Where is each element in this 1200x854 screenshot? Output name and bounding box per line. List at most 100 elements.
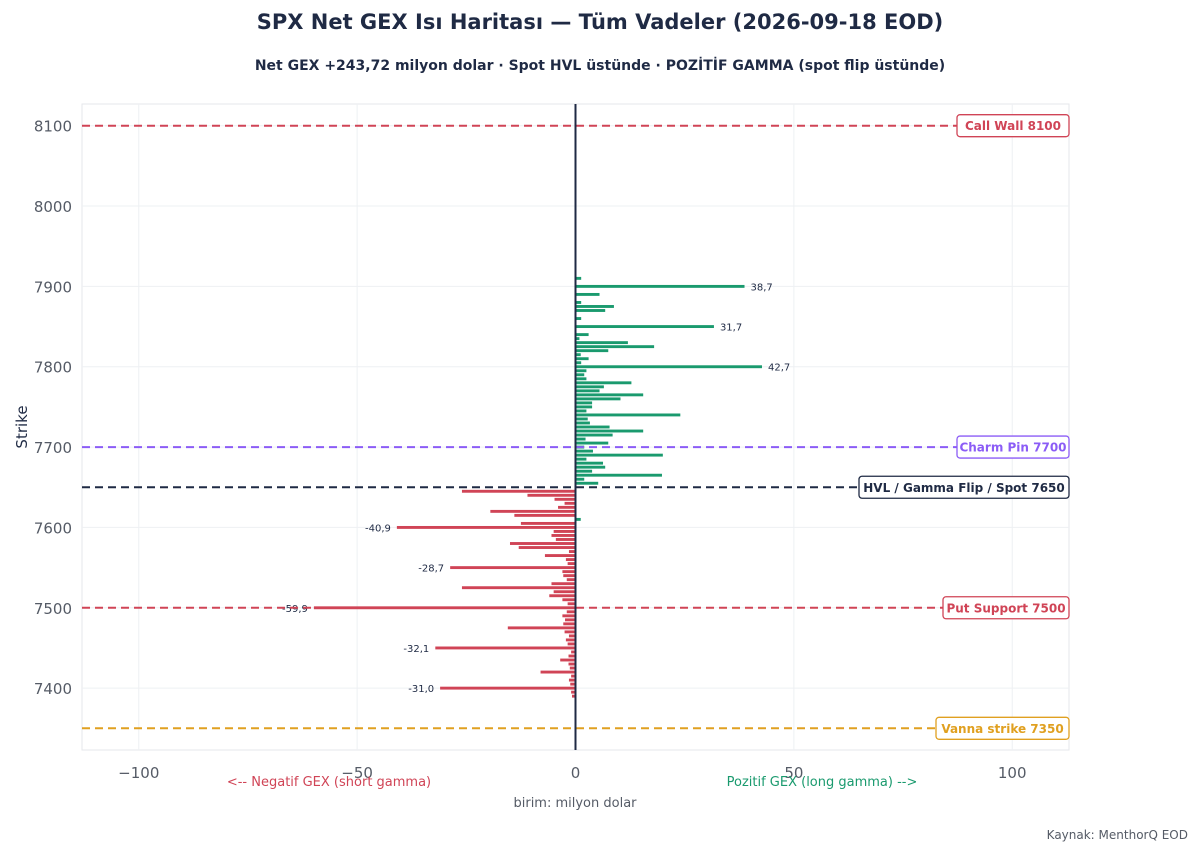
level-badge <box>956 435 1070 459</box>
gex-bar <box>527 493 576 497</box>
gex-bar <box>575 477 585 481</box>
gex-bar <box>575 481 599 485</box>
gex-bar <box>563 574 576 578</box>
bar-value-label: -31,0 <box>408 684 434 695</box>
level-label: HVL / Gamma Flip / Spot 7650 <box>863 481 1065 495</box>
x-tick-label: −100 <box>118 764 159 782</box>
gex-bar <box>565 638 576 642</box>
level-label: Vanna strike 7350 <box>941 722 1063 736</box>
gex-bar <box>313 606 576 610</box>
gex-bar <box>549 594 576 598</box>
chart-subtitle: Net GEX +243,72 milyon dolar · Spot HVL … <box>254 58 946 74</box>
gex-bar <box>575 357 589 361</box>
gex-bar <box>575 421 590 425</box>
gex-bar <box>440 686 576 690</box>
gex-bar <box>575 425 610 429</box>
gex-bar <box>575 345 655 349</box>
gex-bar <box>567 562 576 566</box>
gex-bar <box>575 341 628 345</box>
gex-bar <box>575 473 662 477</box>
gex-bar <box>555 538 576 541</box>
gex-bar <box>575 361 582 365</box>
gex-bar <box>575 457 587 461</box>
gex-bar <box>567 642 576 646</box>
gex-bar <box>568 634 576 638</box>
gex-bar <box>571 674 576 678</box>
gex-bar <box>575 385 604 389</box>
bar-value-label: -32,1 <box>403 644 429 655</box>
pos-axis-note: Pozitif GEX (long gamma) --> <box>727 775 918 790</box>
level-label: Charm Pin 7700 <box>959 441 1066 455</box>
source-note: Kaynak: MenthorQ EOD <box>1046 828 1188 842</box>
x-tick-label: 0 <box>571 764 581 782</box>
gex-bar <box>575 301 582 304</box>
gex-bar <box>490 509 576 513</box>
axes: 7400 7500 7600 7700 7800 7900 8000 8100 −100 −50 0… <box>34 104 1027 782</box>
gex-bar <box>575 305 614 308</box>
gex-bar <box>575 433 613 437</box>
gex-bar <box>575 373 585 377</box>
level-badge <box>956 114 1070 138</box>
gex-bar <box>571 690 576 694</box>
gex-bar <box>568 678 576 682</box>
gex-bar <box>575 389 600 393</box>
level-badge <box>935 716 1070 740</box>
gex-bar <box>568 550 576 553</box>
bar-value-label: 42,7 <box>768 363 790 374</box>
x-tick-label: −50 <box>341 764 373 782</box>
gex-bar <box>562 598 576 602</box>
gex-bar <box>565 558 576 562</box>
gex-bar <box>575 517 581 521</box>
gex-bar <box>575 413 681 417</box>
gex-bar <box>563 622 576 626</box>
gex-bar <box>566 610 576 614</box>
y-tick-label: 7800 <box>34 359 72 377</box>
y-tick-label: 7400 <box>34 680 72 698</box>
gex-bar <box>551 582 576 586</box>
gex-bar <box>396 525 576 529</box>
bar-value-label: 31,7 <box>720 323 742 334</box>
gex-bar <box>575 333 589 337</box>
gex-bar <box>575 465 606 469</box>
level-badge <box>858 475 1070 499</box>
gex-bar <box>564 630 576 634</box>
gex-bar <box>568 662 576 666</box>
gex-bar <box>575 453 663 457</box>
gex-bar <box>575 449 593 453</box>
gex-bar <box>450 566 576 570</box>
gex-bar <box>575 461 604 465</box>
x-axis-label: birim: milyon dolar <box>513 796 637 811</box>
y-tick-label: 7500 <box>34 600 72 618</box>
gex-bar <box>570 682 576 686</box>
gex-bar <box>575 441 609 445</box>
gex-bar <box>575 381 632 385</box>
y-tick-label: 8000 <box>34 198 72 216</box>
gex-bar <box>514 513 576 517</box>
y-tick-label: 7700 <box>34 439 72 457</box>
x-tick-label: 100 <box>998 764 1027 782</box>
gex-bar <box>509 542 576 545</box>
gex-bar <box>551 534 576 537</box>
level-label: Call Wall 8100 <box>965 119 1061 133</box>
gex-bar <box>544 554 576 558</box>
level-lines: Call Wall 8100 Charm Pin 7700 HVL / Gamma … <box>82 114 1070 740</box>
gex-bar <box>575 469 593 473</box>
level-badge <box>942 596 1070 620</box>
bar-series: -31,0 -32,1 -59,9 -28,7 -40,9 42,7 31,7 38,7 <box>282 276 790 698</box>
gex-bar <box>520 521 576 525</box>
gex-bar <box>575 309 606 312</box>
gex-bar <box>518 546 576 549</box>
gex-bar <box>562 570 576 574</box>
gex-bar <box>575 417 588 421</box>
gex-bar <box>575 317 582 320</box>
bar-value-label: -40,9 <box>365 523 391 534</box>
gex-bar <box>558 505 576 509</box>
gex-bar <box>575 337 580 341</box>
gex-bar <box>575 292 600 296</box>
gex-bar <box>562 614 576 618</box>
gex-bar <box>575 369 587 373</box>
gex-bar <box>575 353 581 357</box>
gex-bar <box>566 578 576 582</box>
gex-bar <box>571 650 576 654</box>
